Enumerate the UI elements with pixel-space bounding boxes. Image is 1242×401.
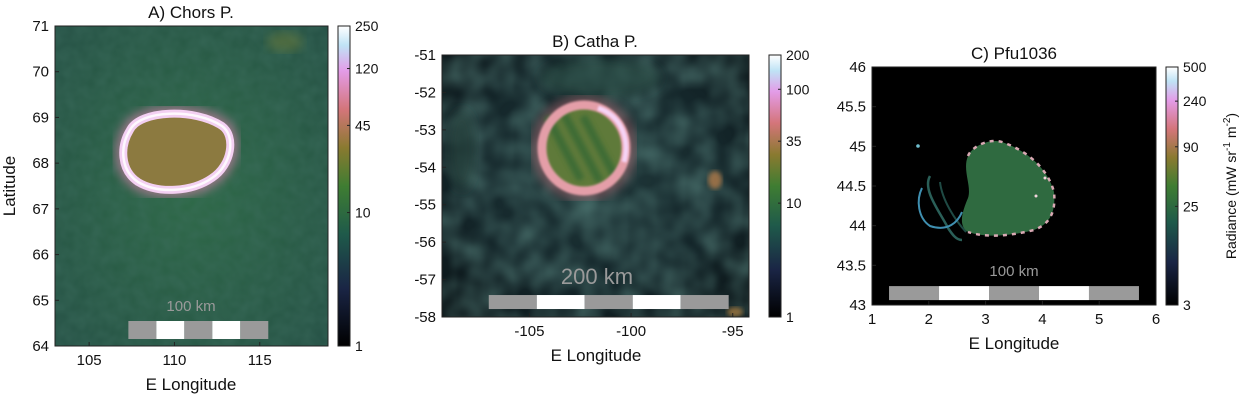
y-tick-label: 70 [32,64,49,81]
panel-a-axes: 105 110 115 64 65 66 67 68 69 70 71 [32,18,271,369]
y-tick-label: 46 [849,59,866,76]
y-tick-label: 45 [849,138,866,155]
panel-a-xlabel: E Longitude [146,375,237,394]
scalebar-segment [184,321,213,339]
x-tick-label: -95 [722,323,744,340]
panel-b-axes: -105 -100 -95 -51 -52 -53 -54 -55 -56 -57 -58 [414,47,743,340]
x-tick-label: 4 [1038,311,1046,328]
y-tick-label: 43 [849,297,866,314]
panel-a-colorbar-ticks: 1 10 45 120 250 [347,18,379,354]
scalebar-segment [128,321,157,339]
y-tick-label: -56 [414,234,436,251]
panel-a-colorbar [337,25,351,347]
colorbar-tick-label: 120 [355,61,379,77]
x-tick-label: 115 [248,352,272,369]
panel-c-scalebar [889,286,1139,301]
colorbar-tick-label: 45 [355,117,371,133]
panel-b-colorbar-ticks: 1 10 35 100 200 [778,47,810,325]
scalebar-segment [156,321,185,339]
colorbar-axis-label: Radiance (mW sr-1 m-2) [1222,113,1239,259]
colorbar-tick-label: 25 [1183,198,1199,214]
panel-a-map: 100 km [55,26,328,346]
x-tick-label: 3 [981,311,989,328]
panel-a-scalebar-label: 100 km [166,298,215,315]
panel-c-map: 100 km [872,67,1156,305]
colorbar-tick-label: 3 [1183,297,1191,313]
panel-b-scalebar-label: 200 km [561,264,633,289]
panel-b-title: B) Catha P. [552,32,638,51]
scalebar-segment [1038,286,1089,301]
scalebar-segment [632,295,681,310]
panel-c-colorbar-ticks: 3 25 90 240 500 [1175,59,1207,313]
x-tick-label: -105 [514,323,544,340]
y-tick-label: 71 [32,18,49,35]
panel-b-scalebar [488,295,729,310]
scalebar-segment [584,295,633,310]
colorbar-tick-label: 1 [786,309,794,325]
y-tick-label: 44.5 [837,178,866,195]
panel-c-xlabel: E Longitude [969,334,1060,353]
panel-c: C) Pfu1036 100 km 1 2 3 4 5 64343.54444.54545… [837,44,1239,353]
scalebar-segment [240,321,269,339]
y-tick-label: 44 [849,218,866,235]
y-tick-label: -54 [414,159,436,176]
panel-a-hotspot [115,105,239,198]
panel-a-title: A) Chors P. [148,3,234,22]
colorbar-tick-label: 240 [1183,93,1207,109]
y-tick-label: 65 [32,292,49,309]
y-tick-label: 43.5 [837,257,866,274]
panel-c-colorbar [1165,66,1179,306]
y-tick-label: -53 [414,122,436,139]
panel-b-xlabel: E Longitude [551,346,642,365]
panel-a-scalebar [128,321,269,339]
panel-a-ylabel: Latitude [0,156,19,217]
y-tick-label: -52 [414,84,436,101]
panel-c-scalebar-label: 100 km [989,263,1038,280]
colorbar-tick-label: 90 [1183,139,1199,155]
y-tick-label: -51 [414,47,436,64]
colorbar-tick-label: 500 [1183,59,1207,75]
panel-b-map: 200 km [442,55,749,317]
y-tick-label: 69 [32,109,49,126]
panel-b-colorbar [768,54,782,318]
scalebar-segment [488,295,537,310]
x-tick-label: 1 [868,311,876,328]
y-tick-label: -58 [414,309,436,326]
panel-a: A) Chors P. 100 km 105 110 115646566676869… [0,3,379,394]
scalebar-segment [680,295,729,310]
colorbar-tick-label: 100 [786,81,810,97]
panel-b-hotspot [531,95,637,201]
colorbar-tick-label: 10 [355,205,371,221]
y-tick-label: 45.5 [837,99,866,116]
y-tick-label: 64 [32,338,49,355]
panel-b: B) Catha P. 200 km -105 -1 [414,32,809,365]
scalebar-segment [939,286,990,301]
colorbar-tick-label: 10 [786,195,802,211]
y-tick-label: -55 [414,197,436,214]
scalebar-segment [212,321,241,339]
scalebar-segment [989,286,1039,301]
scalebar-segment [536,295,585,310]
colorbar-tick-label: 250 [355,18,379,34]
y-tick-label: 67 [32,201,49,218]
scalebar-segment [889,286,940,301]
y-tick-label: -57 [414,272,436,289]
x-tick-label: 2 [925,311,933,328]
colorbar-tick-label: 35 [786,133,802,149]
y-tick-label: 68 [32,155,49,172]
x-tick-label: 110 [162,352,186,369]
scalebar-segment [1088,286,1139,301]
colorbar-tick-label: 200 [786,47,810,63]
panel-c-hotspot [916,139,1056,242]
x-tick-label: -100 [616,323,646,340]
y-tick-label: 66 [32,247,49,264]
x-tick-label: 105 [77,352,102,369]
x-tick-label: 5 [1095,311,1103,328]
x-tick-label: 6 [1152,311,1160,328]
panel-c-title: C) Pfu1036 [971,44,1057,63]
colorbar-tick-label: 1 [355,338,363,354]
